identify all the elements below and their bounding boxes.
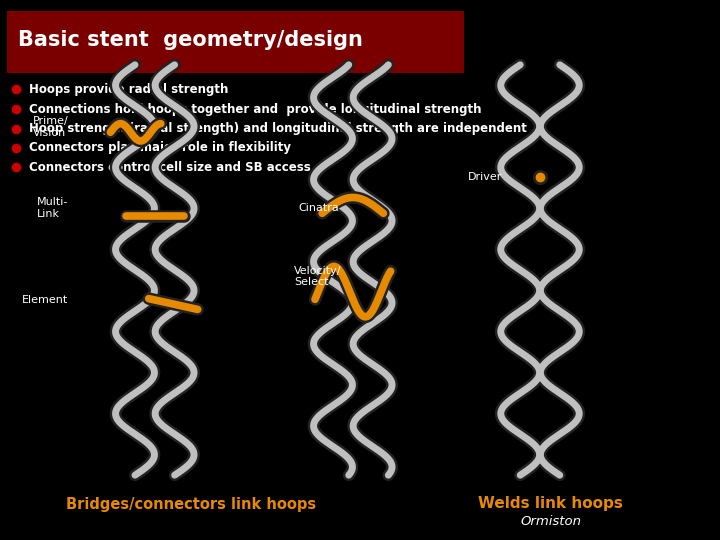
Text: Velocity/
Select: Velocity/ Select: [294, 266, 341, 287]
Text: Connectors play major role in flexibility: Connectors play major role in flexibilit…: [29, 141, 291, 154]
Text: Cinatra: Cinatra: [299, 203, 340, 213]
Text: Hoop strength (radial strength) and longitudinal strength are independent: Hoop strength (radial strength) and long…: [29, 122, 526, 135]
Text: Multi-
Link: Multi- Link: [37, 197, 68, 219]
Text: Welds link hoops: Welds link hoops: [478, 496, 624, 511]
Text: Element: Element: [22, 295, 68, 305]
Text: Connectors control cell size and SB access: Connectors control cell size and SB acce…: [29, 161, 310, 174]
Text: Prime/
Vision: Prime/ Vision: [32, 116, 68, 138]
Text: Ormiston: Ormiston: [521, 515, 581, 528]
FancyBboxPatch shape: [7, 11, 464, 73]
Text: Basic stent  geometry/design: Basic stent geometry/design: [18, 30, 363, 51]
Text: Hoops provide radial strength: Hoops provide radial strength: [29, 83, 228, 96]
Text: Connections hold hoops together and  provide longitudinal strength: Connections hold hoops together and prov…: [29, 103, 481, 116]
Text: Driver: Driver: [468, 172, 503, 182]
Text: Bridges/connectors link hoops: Bridges/connectors link hoops: [66, 497, 316, 512]
